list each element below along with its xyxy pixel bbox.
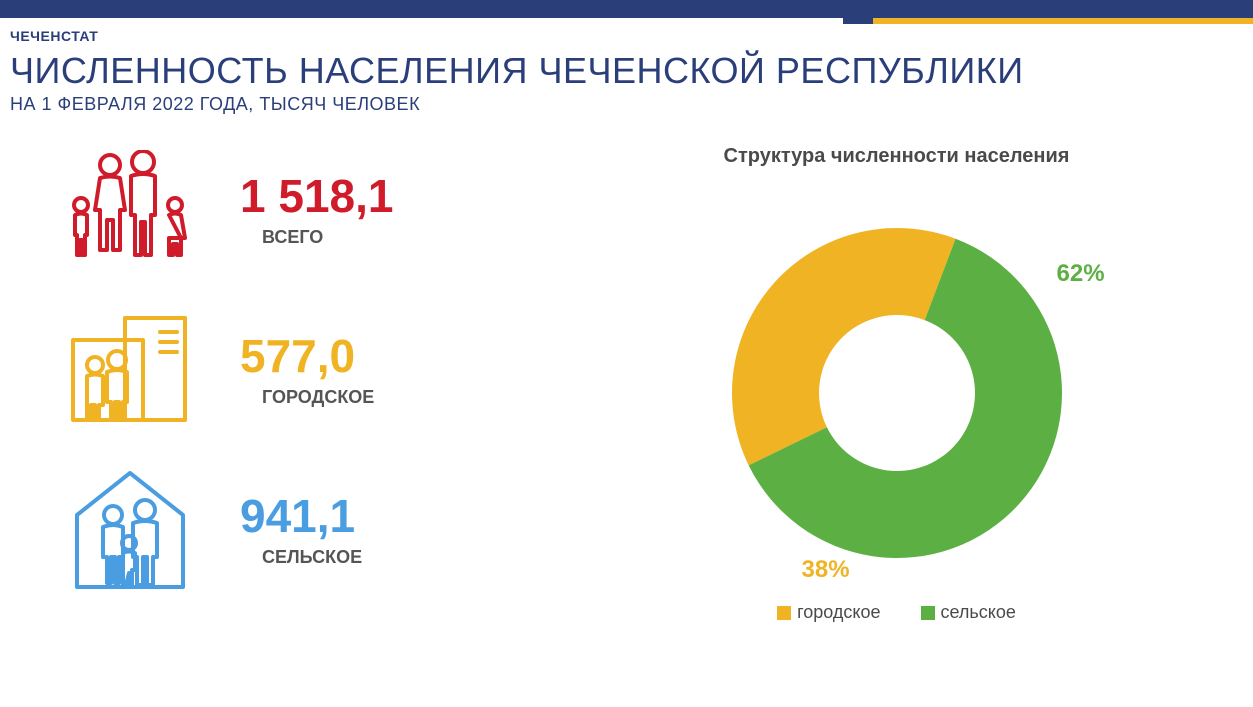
legend: городское сельское	[777, 602, 1016, 623]
stats-column: 1 518,1 ВСЕГО	[60, 145, 580, 623]
accent-strip	[0, 18, 1253, 24]
chart-title: Структура численности населения	[724, 145, 1070, 168]
pct-rural: 62%	[1057, 260, 1105, 288]
house-icon	[60, 465, 200, 595]
legend-urban: городское	[777, 602, 880, 623]
header: ЧЕЧЕНСТАТ ЧИСЛЕННОСТЬ НАСЕЛЕНИЯ ЧЕЧЕНСКО…	[0, 24, 1253, 115]
legend-rural: сельское	[921, 602, 1016, 623]
legend-urban-label: городское	[797, 602, 880, 623]
pct-urban: 38%	[802, 556, 850, 584]
building-icon	[60, 305, 200, 435]
org-name: ЧЕЧЕНСТАТ	[10, 28, 1243, 44]
urban-label: ГОРОДСКОЕ	[262, 387, 374, 408]
chart-column: Структура численности населения 38% 62% г…	[580, 145, 1213, 623]
stat-total: 1 518,1 ВСЕГО	[60, 145, 580, 275]
page-title: ЧИСЛЕННОСТЬ НАСЕЛЕНИЯ ЧЕЧЕНСКОЙ РЕСПУБЛИ…	[10, 50, 1243, 92]
urban-value: 577,0	[240, 333, 374, 379]
rural-value: 941,1	[240, 493, 362, 539]
legend-rural-label: сельское	[941, 602, 1016, 623]
page-subtitle: НА 1 ФЕВРАЛЯ 2022 ГОДА, ТЫСЯЧ ЧЕЛОВЕК	[10, 94, 1243, 115]
total-label: ВСЕГО	[262, 227, 393, 248]
top-bar	[0, 0, 1253, 18]
total-value: 1 518,1	[240, 173, 393, 219]
stat-rural: 941,1 СЕЛЬСКОЕ	[60, 465, 580, 595]
content: 1 518,1 ВСЕГО	[0, 115, 1253, 623]
family-icon	[60, 145, 200, 275]
rural-label: СЕЛЬСКОЕ	[262, 547, 362, 568]
donut-chart: 38% 62%	[687, 178, 1107, 598]
stat-urban: 577,0 ГОРОДСКОЕ	[60, 305, 580, 435]
